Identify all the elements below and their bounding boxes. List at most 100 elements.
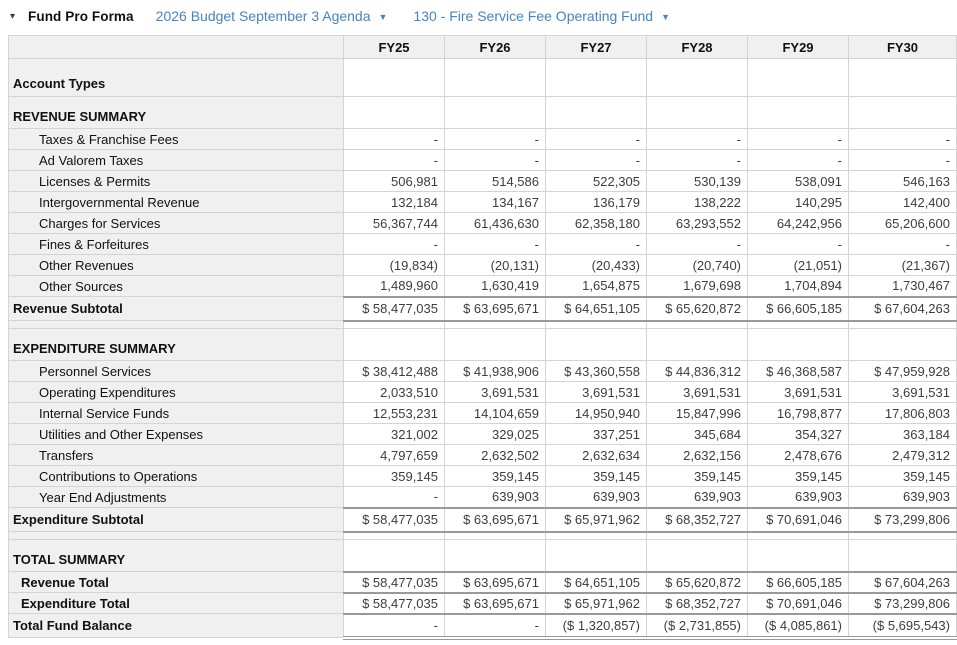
value-cell [747, 531, 849, 540]
row-label: Total Fund Balance [8, 613, 344, 638]
value-cell [747, 539, 849, 572]
value-cell: 639,903 [444, 486, 546, 508]
corner-cell [8, 35, 344, 59]
value-cell: 4,797,659 [343, 444, 445, 466]
value-cell: - [545, 233, 647, 255]
value-cell: 522,305 [545, 170, 647, 192]
fund-dropdown-label: 130 - Fire Service Fee Operating Fund [413, 8, 654, 24]
value-cell: 2,632,634 [545, 444, 647, 466]
value-cell: - [747, 128, 849, 150]
value-cell: $ 64,651,105 [545, 570, 647, 594]
row-label: Intergovernmental Revenue [8, 191, 344, 213]
value-cell [444, 531, 546, 540]
value-cell: 2,033,510 [343, 381, 445, 403]
value-cell: (20,131) [444, 254, 546, 276]
value-cell: 1,654,875 [545, 275, 647, 297]
value-cell: 530,139 [646, 170, 748, 192]
value-cell [343, 531, 445, 540]
value-cell [848, 58, 957, 97]
value-cell [444, 58, 546, 97]
column-header: FY25 [343, 35, 445, 59]
value-cell: (19,834) [343, 254, 445, 276]
value-cell: 538,091 [747, 170, 849, 192]
value-cell: ($ 5,695,543) [848, 612, 957, 640]
table-row: Account Types [8, 58, 957, 97]
value-cell: 142,400 [848, 191, 957, 213]
value-cell: $ 65,620,872 [646, 295, 748, 322]
row-label: Other Sources [8, 275, 344, 297]
value-cell: 359,145 [343, 465, 445, 487]
value-cell: 546,163 [848, 170, 957, 192]
value-cell [545, 328, 647, 361]
row-label: Contributions to Operations [8, 465, 344, 487]
value-cell [848, 531, 957, 540]
table-row: Fines & Forfeitures - - - - - - [8, 233, 957, 255]
value-cell: 140,295 [747, 191, 849, 213]
table-row: Taxes & Franchise Fees - - - - - - [8, 128, 957, 150]
value-cell: 506,981 [343, 170, 445, 192]
table-row: Transfers 4,797,659 2,632,502 2,632,634 2,63… [8, 444, 957, 466]
row-label: Licenses & Permits [8, 170, 344, 192]
value-cell [646, 320, 748, 329]
value-cell: 1,704,894 [747, 275, 849, 297]
chevron-down-icon: ▼ [378, 12, 388, 22]
column-header: FY26 [444, 35, 546, 59]
value-cell: 12,553,231 [343, 402, 445, 424]
value-cell: $ 58,477,035 [343, 506, 445, 533]
row-label: Account Types [8, 58, 344, 97]
value-cell: 132,184 [343, 191, 445, 213]
value-cell: 14,950,940 [545, 402, 647, 424]
value-cell [848, 320, 957, 329]
pro-forma-table: FY25 FY26 FY27 FY28 FY29 FY30 Account Types RE… [8, 35, 957, 640]
value-cell: $ 38,412,488 [343, 360, 445, 382]
collapse-caret-icon[interactable]: ▾ [10, 10, 16, 22]
value-cell: - [343, 233, 445, 255]
row-label [8, 531, 344, 540]
value-cell [646, 539, 748, 572]
value-cell: 61,436,630 [444, 212, 546, 234]
value-cell: - [848, 149, 957, 171]
value-cell [545, 531, 647, 540]
budget-version-dropdown[interactable]: 2026 Budget September 3 Agenda ▼ [156, 8, 388, 24]
value-cell: 359,145 [848, 465, 957, 487]
row-label: Year End Adjustments [8, 486, 344, 508]
table-header-row: FY25 FY26 FY27 FY28 FY29 FY30 [8, 35, 957, 59]
value-cell: 65,206,600 [848, 212, 957, 234]
value-cell: 359,145 [646, 465, 748, 487]
row-label: Other Revenues [8, 254, 344, 276]
table-row: Internal Service Funds 12,553,231 14,104,6… [8, 402, 957, 424]
value-cell: - [343, 486, 445, 508]
value-cell: $ 70,691,046 [747, 506, 849, 533]
row-label: Transfers [8, 444, 344, 466]
value-cell: 345,684 [646, 423, 748, 445]
value-cell: 64,242,956 [747, 212, 849, 234]
value-cell: ($ 1,320,857) [545, 612, 647, 640]
column-header: FY27 [545, 35, 647, 59]
value-cell: - [646, 149, 748, 171]
value-cell: 363,184 [848, 423, 957, 445]
value-cell: $ 64,651,105 [545, 295, 647, 322]
value-cell [646, 531, 748, 540]
row-label: Personnel Services [8, 360, 344, 382]
value-cell: $ 41,938,906 [444, 360, 546, 382]
table-row: Licenses & Permits 506,981 514,586 522,305 5… [8, 170, 957, 192]
value-cell: - [444, 149, 546, 171]
value-cell: $ 70,691,046 [747, 591, 849, 615]
value-cell [343, 96, 445, 129]
value-cell: 359,145 [545, 465, 647, 487]
value-cell: - [545, 128, 647, 150]
value-cell: 2,632,502 [444, 444, 546, 466]
value-cell [646, 328, 748, 361]
value-cell: 62,358,180 [545, 212, 647, 234]
value-cell: 3,691,531 [646, 381, 748, 403]
value-cell: $ 43,360,558 [545, 360, 647, 382]
value-cell: 1,679,698 [646, 275, 748, 297]
value-cell: 3,691,531 [444, 381, 546, 403]
value-cell: 354,327 [747, 423, 849, 445]
value-cell [545, 96, 647, 129]
value-cell: - [747, 233, 849, 255]
value-cell [343, 58, 445, 97]
value-cell: 17,806,803 [848, 402, 957, 424]
value-cell: 3,691,531 [848, 381, 957, 403]
fund-dropdown[interactable]: 130 - Fire Service Fee Operating Fund ▼ [413, 8, 670, 24]
